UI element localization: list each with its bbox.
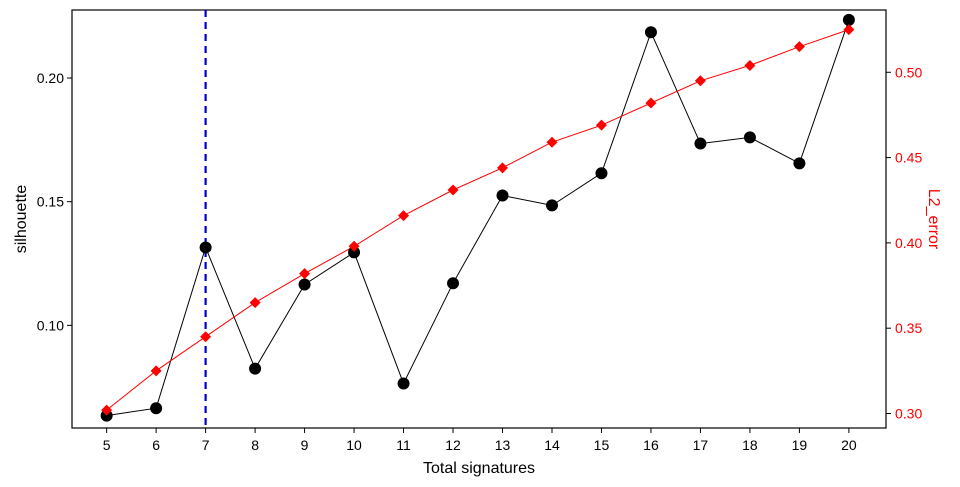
point-right xyxy=(348,240,360,252)
y-tick-label-right: 0.35 xyxy=(895,320,922,336)
point-right xyxy=(398,210,410,222)
x-tick-label: 7 xyxy=(202,437,210,453)
point-left xyxy=(249,362,262,375)
point-right xyxy=(299,268,311,280)
point-left xyxy=(545,199,558,212)
point-right xyxy=(101,404,113,416)
point-left xyxy=(447,277,460,290)
point-left xyxy=(199,241,212,254)
x-tick-label: 13 xyxy=(495,437,511,453)
x-tick-label: 11 xyxy=(396,437,411,453)
point-left xyxy=(298,278,311,291)
x-tick-label: 10 xyxy=(346,437,362,453)
y-axis-title-left: silhouette xyxy=(13,185,30,254)
x-tick-label: 14 xyxy=(544,437,560,453)
point-right xyxy=(694,75,706,87)
point-right xyxy=(546,136,558,148)
point-left xyxy=(743,131,756,144)
x-tick-label: 15 xyxy=(594,437,610,453)
point-left xyxy=(397,377,410,390)
point-left xyxy=(595,167,608,180)
x-tick-label: 19 xyxy=(792,437,808,453)
point-right xyxy=(595,119,607,131)
point-right xyxy=(645,97,657,109)
x-tick-label: 12 xyxy=(445,437,461,453)
x-tick-label: 8 xyxy=(251,437,259,453)
point-right xyxy=(447,184,459,196)
point-left xyxy=(842,13,855,26)
point-right xyxy=(497,162,509,174)
x-axis-title: Total signatures xyxy=(423,460,535,477)
point-left xyxy=(496,189,509,202)
point-left xyxy=(644,26,657,39)
x-tick-label: 6 xyxy=(152,437,160,453)
series-line-right xyxy=(106,29,850,411)
x-tick-label: 18 xyxy=(742,437,758,453)
y-tick-label-right: 0.30 xyxy=(895,405,922,421)
y-tick-label-left: 0.15 xyxy=(37,194,64,210)
plot-border xyxy=(71,9,887,429)
x-tick-label: 5 xyxy=(103,437,111,453)
point-right xyxy=(200,331,212,343)
y-tick-label-right: 0.45 xyxy=(895,150,922,166)
y-tick-label-left: 0.20 xyxy=(37,70,64,86)
y-tick-label-right: 0.40 xyxy=(895,235,922,251)
x-tick-label: 17 xyxy=(693,437,709,453)
x-tick-label: 20 xyxy=(841,437,857,453)
x-tick-label: 16 xyxy=(643,437,659,453)
series-line-left xyxy=(106,19,850,417)
point-right xyxy=(793,41,805,53)
y-tick-label-left: 0.10 xyxy=(37,317,64,333)
point-left xyxy=(793,157,806,170)
x-tick-label: 9 xyxy=(301,437,309,453)
point-right xyxy=(150,365,162,377)
point-left xyxy=(150,402,163,415)
point-right xyxy=(744,59,756,71)
y-axis-title-right: L2_error xyxy=(925,189,942,250)
point-left xyxy=(694,137,707,150)
y-tick-label-right: 0.50 xyxy=(895,64,922,80)
point-right xyxy=(249,297,261,309)
point-right xyxy=(843,24,855,36)
